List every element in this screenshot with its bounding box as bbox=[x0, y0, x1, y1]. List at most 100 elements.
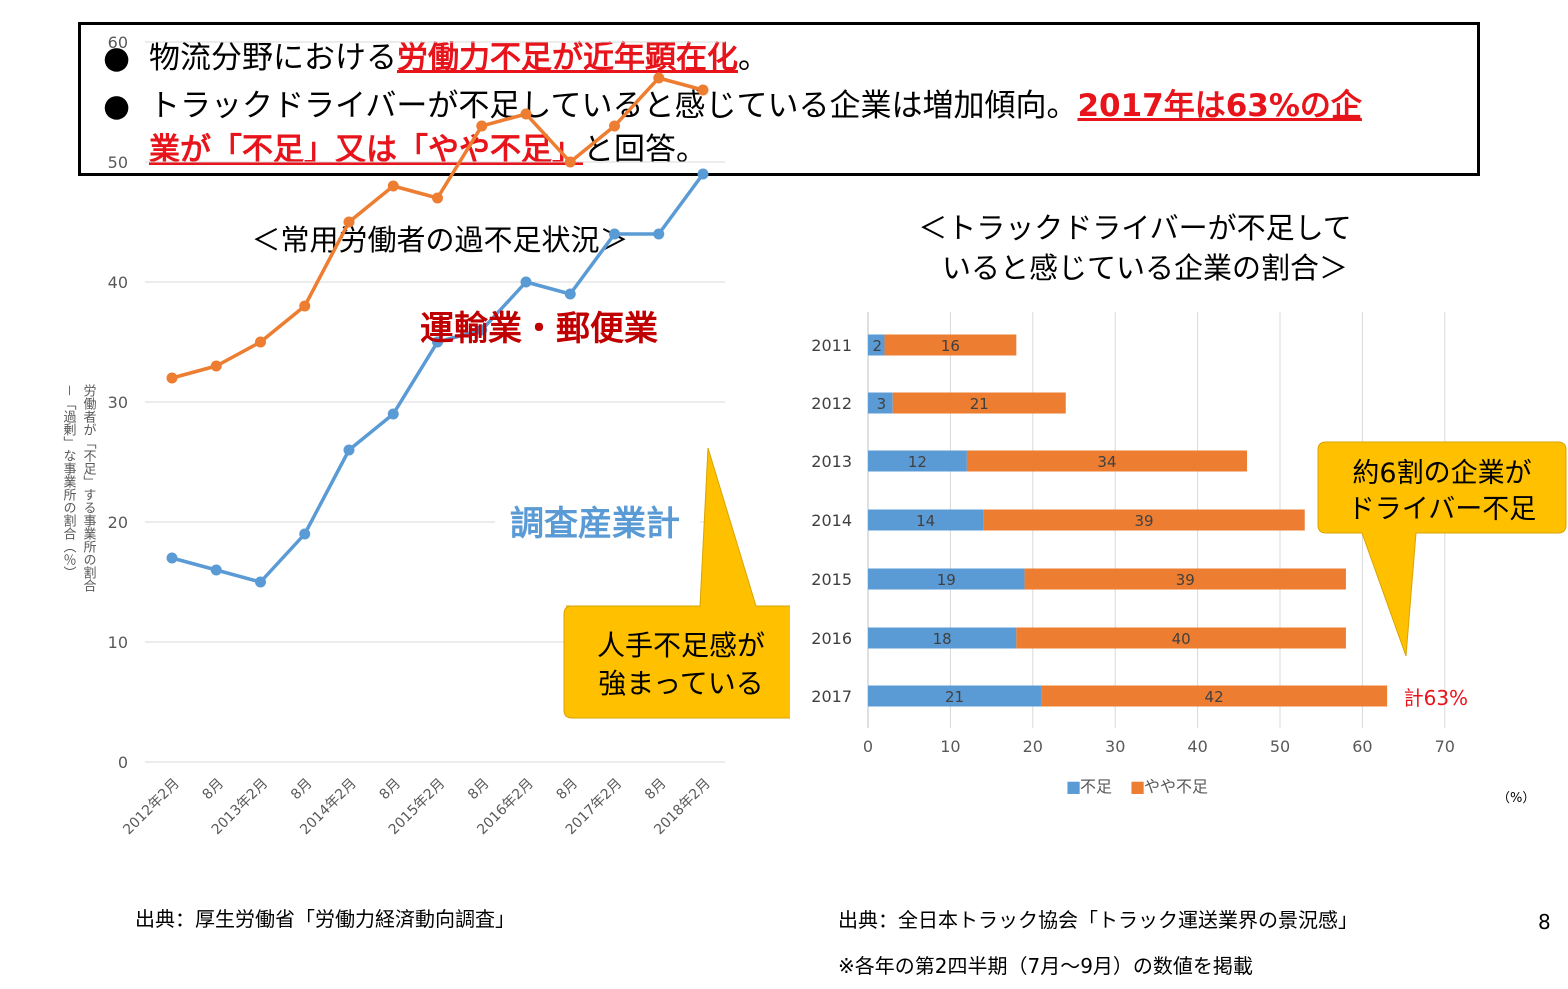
legend-marker: ■ bbox=[1130, 777, 1145, 796]
bar-segment bbox=[1024, 568, 1346, 590]
bar-segment bbox=[983, 509, 1305, 531]
x-tick-label: 8月 bbox=[200, 776, 228, 804]
right-chart-title-line1: ＜トラックドライバーが不足して bbox=[918, 211, 1352, 245]
bullet1-tail: 。 bbox=[738, 40, 769, 76]
data-point bbox=[343, 216, 355, 228]
data-label: 40 bbox=[1172, 630, 1191, 648]
left-source: 出典：厚生労働省「労働力経済動向調査」 bbox=[135, 907, 515, 931]
x-tick-label: 8月 bbox=[377, 776, 405, 804]
data-point bbox=[166, 372, 178, 384]
bar-segment bbox=[966, 450, 1248, 472]
bar-segment bbox=[868, 450, 967, 472]
bar-segment bbox=[1041, 685, 1388, 707]
data-point bbox=[255, 576, 266, 588]
unit-label: （%） bbox=[1497, 791, 1535, 806]
data-point bbox=[387, 408, 399, 420]
data-point bbox=[653, 72, 665, 84]
y-tick-label: 2016 bbox=[811, 629, 852, 648]
data-point bbox=[299, 528, 311, 540]
x-tick-label: 60 bbox=[1352, 737, 1372, 756]
x-tick-label: 10 bbox=[940, 737, 960, 756]
data-point bbox=[343, 444, 355, 456]
y-tick-label: 0 bbox=[118, 753, 128, 772]
bullet-dot: ● bbox=[103, 88, 131, 124]
data-point bbox=[255, 336, 266, 348]
y-tick-label: 2014 bbox=[811, 511, 852, 530]
y-tick-label: 2011 bbox=[811, 336, 852, 355]
bar-segment bbox=[868, 334, 885, 356]
data-point bbox=[653, 228, 665, 240]
data-point bbox=[432, 336, 443, 348]
data-label: 14 bbox=[916, 512, 935, 530]
data-point bbox=[520, 276, 532, 288]
data-label: 12 bbox=[908, 453, 927, 471]
line-chart: 0 10 20 30 40 50 60 労働者が「不足」する事業所の割合－「過剰」な事業所の割… bbox=[61, 33, 790, 839]
x-tick-label: 20 bbox=[1023, 737, 1043, 756]
right-note: ※各年の第2四半期（7月～9月）の数値を掲載 bbox=[838, 954, 1253, 978]
data-point bbox=[697, 84, 709, 96]
right-chart-title-line2: いると感じている企業の割合＞ bbox=[941, 251, 1348, 285]
data-point bbox=[564, 288, 576, 300]
bar-segment bbox=[868, 509, 984, 531]
bullet1-emphasis: 労働力不足が近年顕在化 bbox=[397, 40, 738, 76]
data-label: 34 bbox=[1097, 453, 1116, 471]
data-point bbox=[609, 228, 620, 240]
data-label: 18 bbox=[933, 630, 952, 648]
data-point bbox=[387, 180, 399, 192]
y-tick-label: 20 bbox=[108, 513, 128, 532]
x-tick-label: 2012年2月 bbox=[120, 776, 183, 839]
bullet2-text: トラックドライバーが不足していると感じている企業は増加傾向。 bbox=[149, 88, 1078, 124]
x-tick-label: 70 bbox=[1435, 737, 1455, 756]
label-background bbox=[495, 498, 700, 548]
data-label: 3 bbox=[877, 395, 887, 413]
data-point bbox=[564, 156, 576, 168]
data-label: 39 bbox=[1176, 571, 1195, 589]
bar-segment bbox=[884, 334, 1017, 356]
data-point bbox=[166, 552, 178, 564]
y-tick-label: 2015 bbox=[811, 570, 852, 589]
data-label: 21 bbox=[945, 688, 964, 706]
y-tick-label: 30 bbox=[108, 393, 128, 412]
data-point bbox=[210, 360, 222, 372]
x-tick-label: 8月 bbox=[642, 776, 670, 804]
data-point bbox=[476, 324, 488, 336]
series-label-transport: 運輸業・郵便業 bbox=[420, 309, 658, 349]
bar-segment bbox=[892, 392, 1066, 414]
y-tick-label: 10 bbox=[108, 633, 128, 652]
y-tick-label: 50 bbox=[108, 153, 128, 172]
summary-box: ● 物流分野における労働力不足が近年顕在化。 ● トラックドライバーが不足していると… bbox=[78, 22, 1480, 176]
bar-segment bbox=[868, 627, 1017, 649]
data-label: 39 bbox=[1134, 512, 1153, 530]
x-tick-label: 0 bbox=[863, 737, 873, 756]
data-point bbox=[299, 300, 311, 312]
bullet-line-2: ● トラックドライバーが不足していると感じている企業は増加傾向。2017年は63%… bbox=[103, 87, 1362, 125]
legend-label: やや不足 bbox=[1144, 777, 1208, 796]
y-tick-label: 60 bbox=[108, 33, 128, 52]
callout-text: 強まっている bbox=[598, 667, 763, 700]
data-point bbox=[432, 192, 443, 204]
legend-marker: ■ bbox=[1066, 777, 1081, 796]
page-number: 8 bbox=[1538, 910, 1551, 934]
data-label: 21 bbox=[970, 395, 989, 413]
data-label: 2 bbox=[872, 337, 882, 355]
data-label: 42 bbox=[1205, 688, 1224, 706]
bullet2-emphasis: 2017年は63%の企 bbox=[1077, 88, 1362, 124]
x-tick-label: 8月 bbox=[554, 776, 582, 804]
y-axis-label: 労働者が「不足」する事業所の割合 bbox=[81, 384, 97, 592]
data-point bbox=[476, 120, 488, 132]
total-annotation: 計63% bbox=[1404, 686, 1468, 710]
bar-segment bbox=[868, 685, 1042, 707]
callout-text: 約6割の企業が bbox=[1352, 458, 1531, 489]
x-tick-label: 30 bbox=[1105, 737, 1125, 756]
callout-text: 人手不足感が bbox=[597, 629, 765, 662]
data-point bbox=[520, 108, 532, 120]
data-label: 16 bbox=[941, 337, 960, 355]
bar-segment bbox=[1016, 627, 1346, 649]
bar-segment bbox=[868, 392, 893, 414]
bar-segment bbox=[868, 568, 1025, 590]
x-tick-label: 50 bbox=[1270, 737, 1290, 756]
y-axis-label: －「過剰」な事業所の割合（％） bbox=[61, 384, 77, 579]
y-tick-label: 2013 bbox=[811, 452, 852, 471]
left-chart-title: ＜常用労働者の過不足状況＞ bbox=[251, 223, 629, 257]
data-point bbox=[210, 564, 222, 576]
